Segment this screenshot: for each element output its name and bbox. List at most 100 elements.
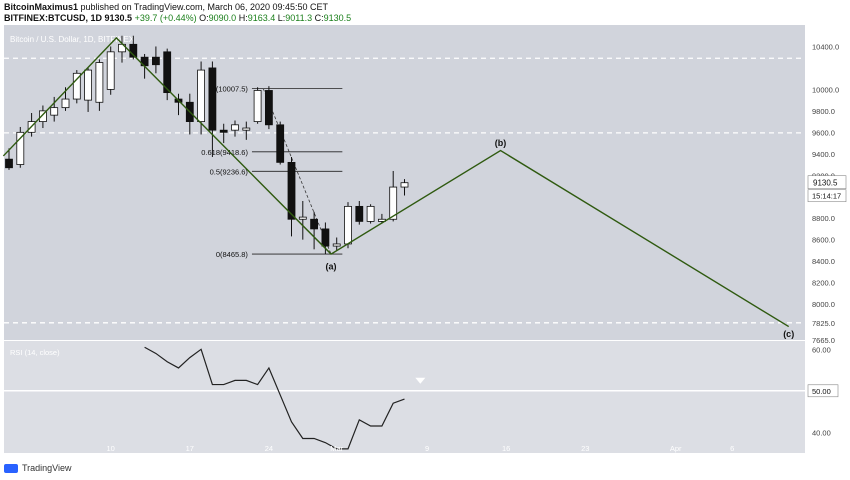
candle-1: [16, 126, 25, 168]
candle-body: [231, 124, 239, 131]
ohlc-h-label: H:: [238, 13, 248, 23]
price-tick-7: 8600.0: [812, 236, 835, 245]
candle-body: [355, 205, 364, 222]
candle-9: [106, 46, 115, 95]
ohlc-high: 9163.4: [247, 13, 276, 23]
time-tick-6: 23: [581, 444, 589, 453]
candle-30: [344, 202, 352, 249]
ohlc-o-label: O:: [199, 13, 209, 23]
candle-body: [219, 129, 228, 133]
publish-text: published on TradingView.com, March 06, …: [80, 2, 329, 12]
time-tick-3: Mar: [330, 444, 343, 453]
ohlc-l-label: L:: [277, 13, 286, 23]
elliott-wave-path: [2, 36, 790, 328]
candle-14: [163, 48, 172, 101]
time-tick-8: 6: [730, 444, 734, 453]
price-tick-4: 9400.0: [812, 150, 835, 159]
price-tag-box: [807, 175, 847, 190]
fib-label-0: 1(10007.5): [212, 85, 249, 94]
publish-info: BitcoinMaximus1 published on TradingView…: [4, 2, 328, 12]
candle-27: [310, 211, 319, 250]
candle-34: [389, 170, 398, 222]
rsi-value-label: 50.00: [812, 387, 831, 396]
candle-body: [344, 205, 352, 245]
candle-7: [84, 67, 92, 112]
time-tick-7: Apr: [670, 444, 682, 453]
candle-4: [50, 96, 59, 122]
rsi-marker-icon: [415, 377, 426, 384]
wave-label-0: (a): [326, 261, 337, 271]
candle-body: [389, 186, 398, 220]
price-tick-6: 8800.0: [812, 214, 835, 223]
candle-body: [264, 90, 273, 126]
candle-13: [151, 46, 160, 74]
price-tick-9: 8200.0: [812, 279, 835, 288]
candle-body: [366, 205, 375, 222]
candle-body: [16, 131, 25, 165]
candle-31: [355, 201, 364, 225]
candle-0: [5, 148, 13, 170]
chart-title: Bitcoin / U.S. Dollar, 1D, BITFINEX: [10, 35, 135, 44]
time-tick-5: 16: [502, 444, 510, 453]
ohlc-close: 9130.5: [323, 13, 352, 23]
time-tick-0: 10: [107, 444, 115, 453]
tradingview-logo-icon: [4, 463, 18, 473]
countdown-box: [807, 189, 847, 203]
candle-body: [321, 228, 330, 247]
candle-body: [310, 218, 319, 230]
candle-body: [163, 51, 172, 94]
price-tick-11: 7825.0: [812, 319, 835, 328]
candle-body: [298, 216, 307, 220]
candle-19: [219, 123, 228, 144]
rsi-pane[interactable]: [4, 341, 805, 453]
rsi-tick-0: 60.00: [812, 345, 831, 354]
price-tag-label: 9130.5: [813, 179, 838, 188]
candle-body: [61, 98, 70, 109]
symbol-name: BITFINEX:BTCUSD, 1D: [4, 13, 103, 23]
rsi-tick-2: 40.00: [812, 428, 831, 437]
candle-body: [253, 90, 262, 122]
candle-3: [39, 105, 47, 129]
rsi-value-box: [807, 384, 839, 398]
ohlc-low: 9011.3: [285, 13, 313, 23]
time-tick-1: 17: [186, 444, 194, 453]
ohlc-open: 9090.0: [208, 13, 237, 23]
countdown-label: 15:14:17: [812, 192, 841, 201]
candle-body: [242, 127, 251, 131]
candle-body: [332, 243, 341, 247]
time-tick-2: 24: [265, 444, 273, 453]
symbol-info: BITFINEX:BTCUSD, 1D 9130.5 +39.7 (+0.44%…: [4, 13, 351, 23]
candle-body: [50, 107, 59, 116]
candle-body: [84, 69, 92, 101]
wave-label-2: (c): [783, 329, 794, 339]
candle-body: [400, 182, 409, 188]
rsi-line: [144, 346, 405, 450]
candle-15: [174, 93, 183, 116]
candle-35: [400, 179, 409, 196]
time-axis: [4, 453, 850, 463]
time-tick-4: 9: [425, 444, 429, 453]
candle-21: [242, 121, 251, 140]
candle-body: [95, 62, 104, 103]
author-name: BitcoinMaximus1: [4, 2, 79, 12]
candle-body: [72, 72, 81, 100]
candle-6: [72, 70, 81, 104]
candle-8: [95, 59, 104, 111]
price-tick-2: 9800.0: [812, 107, 835, 116]
candle-body: [39, 110, 47, 122]
candle-22: [253, 87, 262, 124]
price-tick-12: 7665.0: [812, 336, 835, 345]
candle-body: [106, 51, 115, 90]
footer: TradingView: [4, 463, 72, 473]
candle-body: [276, 124, 285, 163]
candle-body: [287, 161, 296, 220]
price-tick-10: 8000.0: [812, 300, 835, 309]
candle-body: [197, 69, 206, 122]
brand-name: TradingView: [22, 463, 72, 473]
candle-body: [151, 56, 160, 66]
candle-body: [5, 158, 13, 169]
last-price: 9130.5: [104, 13, 133, 23]
price-tick-1: 10000.0: [812, 85, 839, 94]
fib-label-1: 0.618(9418.6): [201, 148, 248, 157]
